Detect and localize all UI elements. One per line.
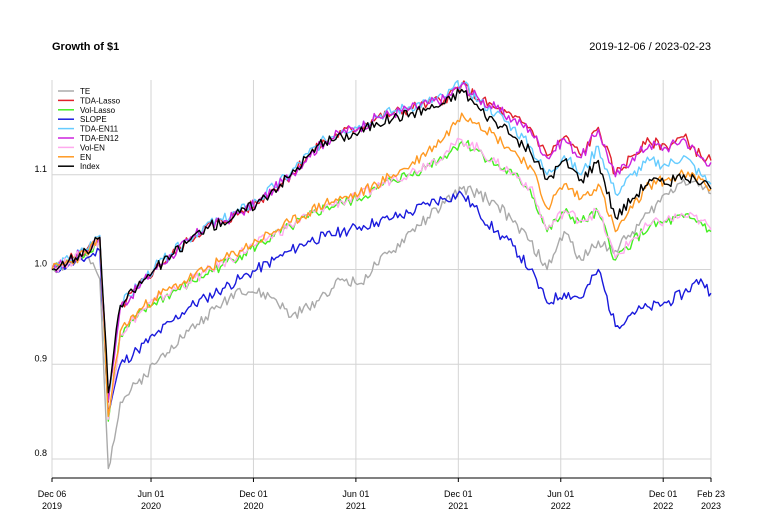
y-tick-label: 1.0 xyxy=(34,259,47,269)
legend-label: TDA-EN12 xyxy=(80,134,119,143)
legend-label: Vol-EN xyxy=(80,143,105,152)
x-tick-label-year: 2022 xyxy=(653,501,673,511)
legend-label: SLOPE xyxy=(80,115,107,124)
date-range-label: 2019-12-06 / 2023-02-23 xyxy=(589,41,711,53)
series-line-te xyxy=(51,178,712,470)
x-tick-label: Jun 01 xyxy=(547,489,574,499)
x-tick-label-year: 2019 xyxy=(42,501,62,511)
series-line-index xyxy=(51,88,712,394)
legend-label: TDA-EN11 xyxy=(80,125,119,134)
x-tick-label: Dec 01 xyxy=(649,489,678,499)
x-tick-label: Dec 01 xyxy=(444,489,473,499)
x-tick-label-year: 2021 xyxy=(448,501,468,511)
x-tick-label-year: 2020 xyxy=(141,501,161,511)
legend-label: TDA-Lasso xyxy=(80,96,121,105)
axis-layer: 0.8 0.9 1.0 1.1 Dec 06 2019 Jun 01 2020 Dec 01 20… xyxy=(34,164,725,511)
x-tick-label-year: 2023 xyxy=(701,501,721,511)
x-tick-label: Dec 06 xyxy=(38,489,67,499)
series-line-tda-en11 xyxy=(51,80,712,399)
series-line-slope xyxy=(51,190,712,413)
legend-label: Index xyxy=(80,162,100,171)
x-tick-label-year: 2022 xyxy=(551,501,571,511)
series-line-en xyxy=(51,112,712,418)
chart-title: Growth of $1 xyxy=(52,41,120,53)
x-tick-label-year: 2021 xyxy=(346,501,366,511)
legend-label: EN xyxy=(80,153,91,162)
legend: TETDA-LassoVol-LassoSLOPETDA-EN11TDA-EN1… xyxy=(58,87,121,171)
y-tick-label: 0.9 xyxy=(34,353,47,363)
legend-label: Vol-Lasso xyxy=(80,106,116,115)
series-line-vol-en xyxy=(51,137,712,420)
y-tick-label: 0.8 xyxy=(34,448,47,458)
x-tick-label: Jun 01 xyxy=(138,489,165,499)
series-layer xyxy=(51,80,712,470)
x-tick-label: Feb 23 xyxy=(697,489,725,499)
x-tick-label-year: 2020 xyxy=(243,501,263,511)
grid-layer xyxy=(51,80,712,478)
y-tick-label: 1.1 xyxy=(34,164,47,174)
x-tick-label: Jun 01 xyxy=(342,489,369,499)
legend-label: TE xyxy=(80,87,90,96)
x-tick-label: Dec 01 xyxy=(239,489,268,499)
